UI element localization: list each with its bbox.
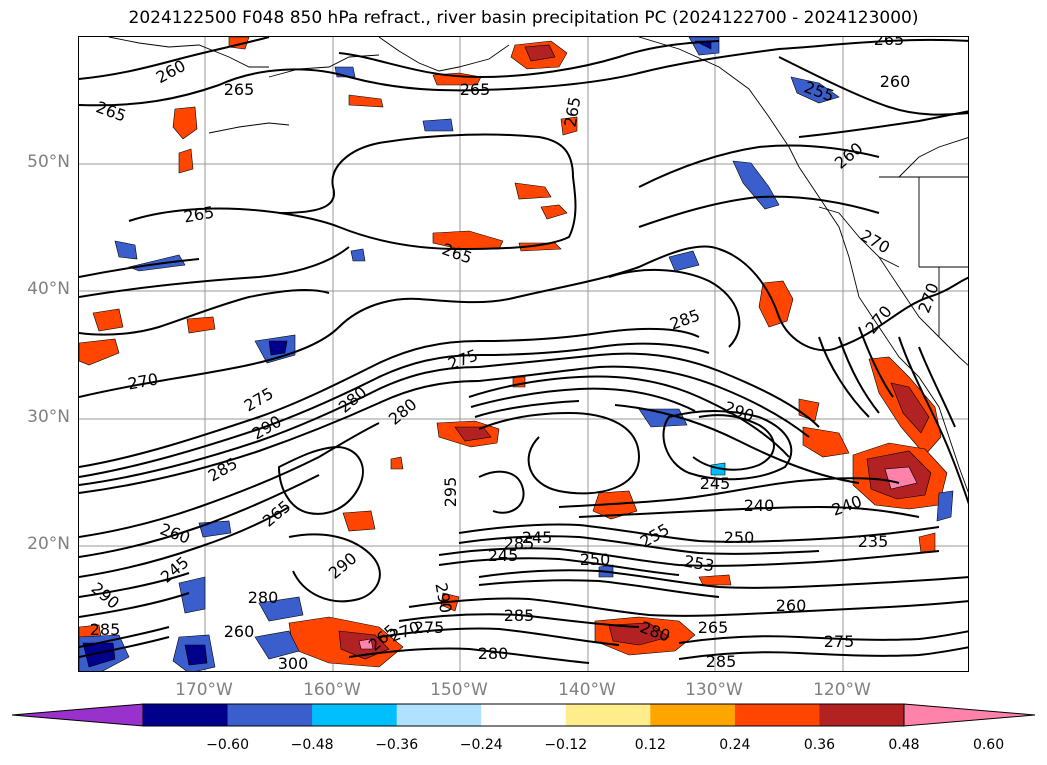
contour-label: 290	[431, 581, 455, 614]
colorbar-tick-label: −0.60	[206, 737, 249, 753]
contour-label: 285	[706, 652, 737, 671]
contour-label: 260	[776, 596, 807, 615]
contour-label: 235	[858, 532, 889, 551]
contour-label: 280	[248, 588, 279, 607]
colorbar-tick-label: −0.12	[544, 737, 588, 753]
contour-label: 260	[158, 519, 193, 547]
contour-label: 265	[698, 618, 729, 637]
contour-label: 253	[682, 551, 715, 575]
lon-label-130w: 130°W	[685, 680, 743, 700]
colorbar-tick-label: −0.36	[375, 737, 419, 753]
colorbar-segment	[312, 704, 398, 726]
graticule	[79, 37, 968, 671]
colorbar-tick-label: −0.48	[290, 737, 334, 753]
contour-label: 260	[153, 56, 189, 87]
contour-label: 285	[504, 534, 535, 553]
contour-label: 245	[488, 546, 519, 565]
colorbar-tick-label: 0.24	[719, 737, 751, 753]
colorbar-extend-min	[11, 703, 144, 727]
map-title: 2024122500 F048 850 hPa refract., river …	[128, 8, 919, 28]
colorbar-outline	[142, 703, 905, 727]
lon-label-120w: 120°W	[813, 680, 871, 700]
colorbar-segment	[565, 704, 651, 726]
contour-label: 270	[126, 369, 159, 393]
contour-label: 245	[522, 528, 553, 547]
contour-label: 290	[325, 549, 361, 583]
contour-label: 295	[441, 477, 460, 508]
contour-label: 240	[829, 491, 864, 519]
colorbar-tick-label: 0.60	[972, 737, 1005, 753]
colorbar-segment	[481, 704, 567, 726]
colorbar-segment	[396, 704, 482, 726]
contour-label: 275	[445, 345, 480, 373]
lon-label-150w: 150°W	[430, 680, 488, 700]
colorbar	[11, 703, 1036, 727]
colorbar-extend-max	[903, 703, 1036, 727]
contour-label: 275	[241, 384, 277, 416]
colorbar-tick-label: 0.36	[803, 737, 836, 753]
contour-label: 265	[94, 97, 129, 125]
contour-label: 245	[700, 474, 731, 493]
contour-label: 250	[724, 528, 755, 547]
colorbar-segments	[11, 703, 1036, 727]
colorbar-segment	[227, 704, 313, 726]
contour-label: 300	[278, 654, 309, 672]
lat-label-50n: 50°N	[27, 152, 70, 172]
refractivity-contours	[79, 37, 968, 664]
lon-label-140w: 140°W	[558, 680, 616, 700]
contour-label: 270	[914, 280, 942, 315]
contour-label: 285	[504, 606, 535, 625]
contour-label: 280	[478, 644, 509, 663]
coastlines	[108, 37, 968, 493]
contour-label: 260	[224, 622, 255, 641]
colorbar-segment	[650, 704, 736, 726]
colorbar-tick-label: 0.12	[634, 737, 666, 753]
map-panel: 260 265 265 265 265 265 265 265 260 255 260 270 270 2…	[78, 36, 969, 672]
colorbar-segment	[734, 704, 820, 726]
precip-negative-shading	[79, 37, 954, 671]
contour-label: 255	[802, 77, 837, 105]
contour-label: 240	[744, 496, 775, 515]
colorbar-segment	[819, 704, 905, 726]
lat-label-20n: 20°N	[27, 534, 70, 554]
lat-label-40n: 40°N	[27, 279, 70, 299]
contour-label: 265	[460, 80, 491, 99]
contour-label: 275	[414, 618, 445, 637]
colorbar-tick-label: −0.24	[459, 737, 503, 753]
contour-label: 265	[182, 202, 215, 226]
colorbar-segment	[143, 704, 229, 726]
contour-label: 265	[874, 37, 905, 49]
map-canvas: 260 265 265 265 265 265 265 265 260 255 260 270 270 2…	[79, 37, 968, 672]
contour-label: 265	[224, 80, 255, 99]
lat-label-30n: 30°N	[27, 407, 70, 427]
contour-label: 275	[824, 632, 855, 651]
lon-label-160w: 160°W	[303, 680, 361, 700]
contour-label: 280	[335, 383, 371, 417]
contour-label: 250	[580, 550, 611, 569]
contour-label: 260	[880, 72, 911, 91]
contour-label: 290	[88, 579, 124, 613]
lon-label-170w: 170°W	[175, 680, 233, 700]
contour-label: 285	[90, 620, 121, 639]
contour-label: 260	[831, 139, 867, 173]
contour-label: 270	[862, 302, 896, 338]
colorbar-tick-label: 0.48	[888, 737, 920, 753]
contour-label: 265	[560, 95, 584, 128]
contour-label: 285	[667, 305, 702, 333]
contour-label: 280	[385, 395, 421, 429]
